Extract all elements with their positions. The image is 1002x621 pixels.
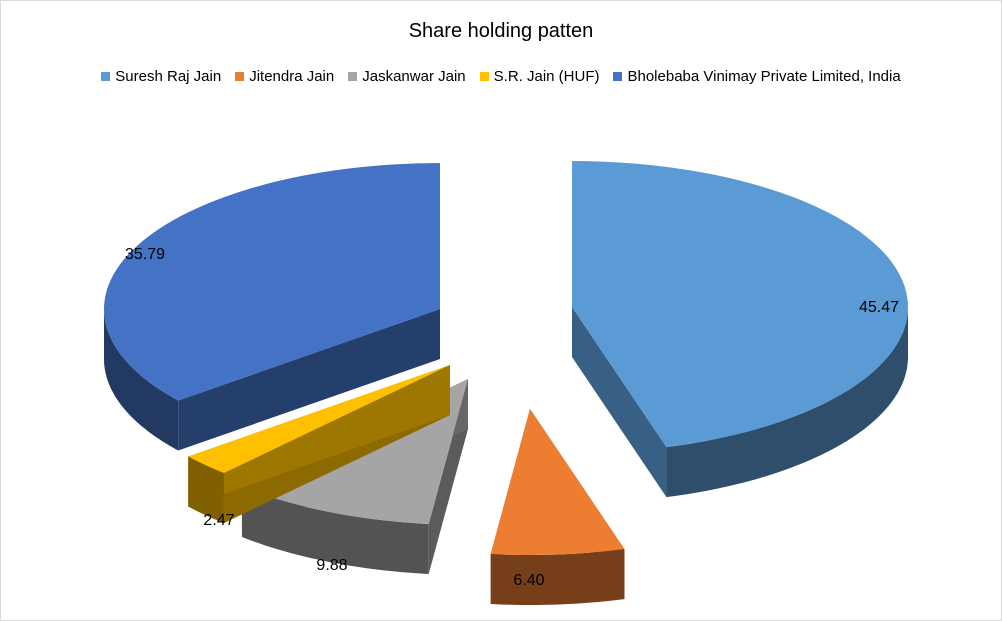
slice-top-face [188, 365, 450, 474]
legend-item-s-r-jain-huf: S.R. Jain (HUF) [479, 68, 600, 85]
pie-slice-suresh-raj-jain [572, 161, 909, 498]
slice-top-face [104, 162, 440, 401]
data-label-bholebaba-vinimay-private-limited-india: 35.79 [125, 246, 165, 263]
pie-slice-s-r-jain-huf [188, 365, 450, 524]
data-label-jitendra-jain: 6.40 [513, 572, 544, 589]
slice-rim [490, 549, 625, 605]
pie-slice-bholebaba-vinimay-private-limited-india [104, 162, 440, 451]
legend-item-jaskanwar-jain: Jaskanwar Jain [348, 68, 466, 85]
legend-swatch [348, 72, 358, 81]
slice-top-face [490, 409, 625, 556]
legend-label: S.R. Jain (HUF) [493, 68, 600, 85]
legend-swatch [101, 72, 111, 81]
data-label-suresh-raj-jain: 45.47 [859, 299, 899, 316]
data-label-jaskanwar-jain: 9.88 [316, 557, 347, 574]
chart-title: Share holding patten [408, 20, 594, 42]
legend-swatch [479, 72, 489, 81]
slice-side-face [188, 365, 450, 507]
slice-rim [666, 307, 908, 498]
legend-item-bholebaba-vinimay-private-limited-india: Bholebaba Vinimay Private Limited, India [613, 68, 901, 85]
slice-side-face [178, 309, 440, 451]
legend: Suresh Raj Jain Jitendra Jain Jaskanwar Ja… [1, 68, 1001, 85]
legend-label: Jaskanwar Jain [362, 68, 466, 85]
legend-label: Bholebaba Vinimay Private Limited, India [627, 68, 901, 85]
legend-label: Jitendra Jain [249, 68, 335, 85]
legend-swatch [235, 72, 245, 81]
legend-item-suresh-raj-jain: Suresh Raj Jain [101, 68, 221, 85]
legend-swatch [613, 72, 623, 81]
slice-rim [104, 309, 179, 451]
pie-slice-jitendra-jain [490, 409, 625, 605]
data-label-s-r-jain-huf: 2.47 [203, 512, 234, 529]
slice-rim [188, 456, 224, 524]
legend-label: Suresh Raj Jain [115, 68, 222, 85]
slice-rim [241, 487, 429, 574]
slice-top-face [572, 161, 909, 448]
legend-item-jitendra-jain: Jitendra Jain [235, 68, 334, 85]
slice-side-face [572, 307, 667, 498]
